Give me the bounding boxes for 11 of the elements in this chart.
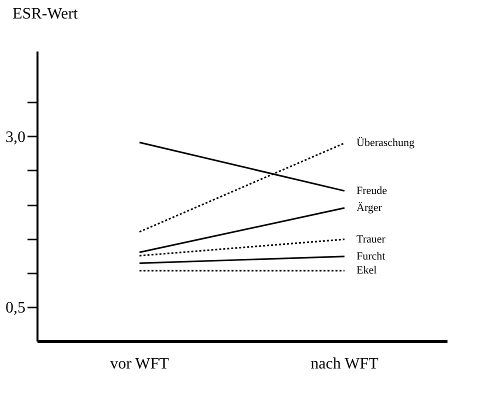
series-label: Ekel [356, 264, 377, 277]
y-tick-label: 0,5 [6, 299, 26, 316]
y-axis-title: ESR-Wert [12, 6, 78, 22]
x-tick-label: vor WFT [110, 356, 170, 372]
series-label: Furcht [356, 250, 386, 262]
y-tick-label: 3,0 [6, 128, 26, 146]
x-tick-label: nach WFT [310, 356, 379, 372]
series-label: Überaschung [356, 137, 416, 150]
series-label: Trauer [356, 233, 386, 246]
series-label: Freude [356, 184, 388, 197]
series-label: Ärger [356, 202, 382, 214]
